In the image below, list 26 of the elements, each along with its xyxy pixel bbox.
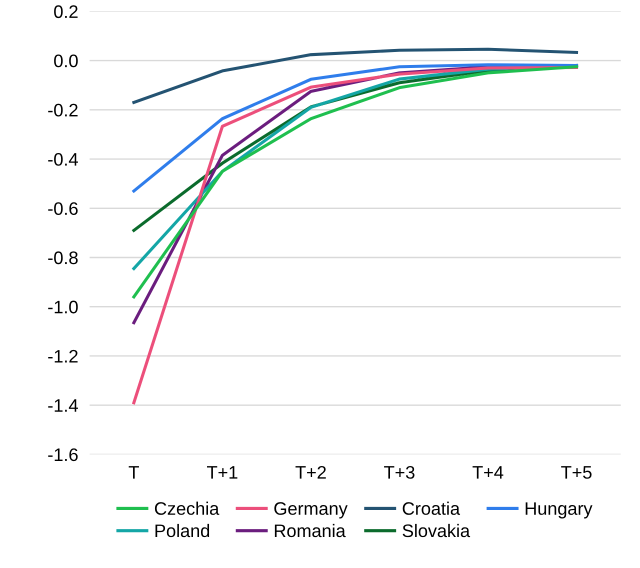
line-series [132,48,578,104]
y-tick-label: -1.2 [48,350,78,362]
y-tick-label: -1.4 [48,399,78,412]
legend-label: Poland [156,524,210,538]
legend-label: Romania [274,524,346,538]
y-tick-label: -0.8 [48,251,78,264]
x-tick-label: T+2 [296,466,326,479]
legend-label: Germany [274,502,348,518]
y-tick-label: -1.0 [48,300,78,314]
x-tick-label: T+1 [207,466,238,479]
x-tick-label: T+3 [384,466,414,479]
x-tick-label: T [128,466,139,479]
x-tick-label: T+4 [472,466,504,479]
legend-label: Slovakia [402,524,470,538]
legend-label: Hungary [526,502,592,518]
y-tick-label: -0.2 [48,104,78,117]
y-tick-label: 0.2 [54,5,78,18]
y-tick-label: 0.0 [54,54,78,68]
y-tick-label: -0.4 [48,152,78,166]
line-series [132,66,578,404]
line-series [132,63,578,193]
y-tick-label: -0.6 [48,202,78,215]
legend-label: Czechia [154,502,220,515]
y-tick-label: -1.6 [48,448,78,462]
legend-label: Croatia [402,502,460,515]
x-tick-label: T+5 [561,466,592,479]
